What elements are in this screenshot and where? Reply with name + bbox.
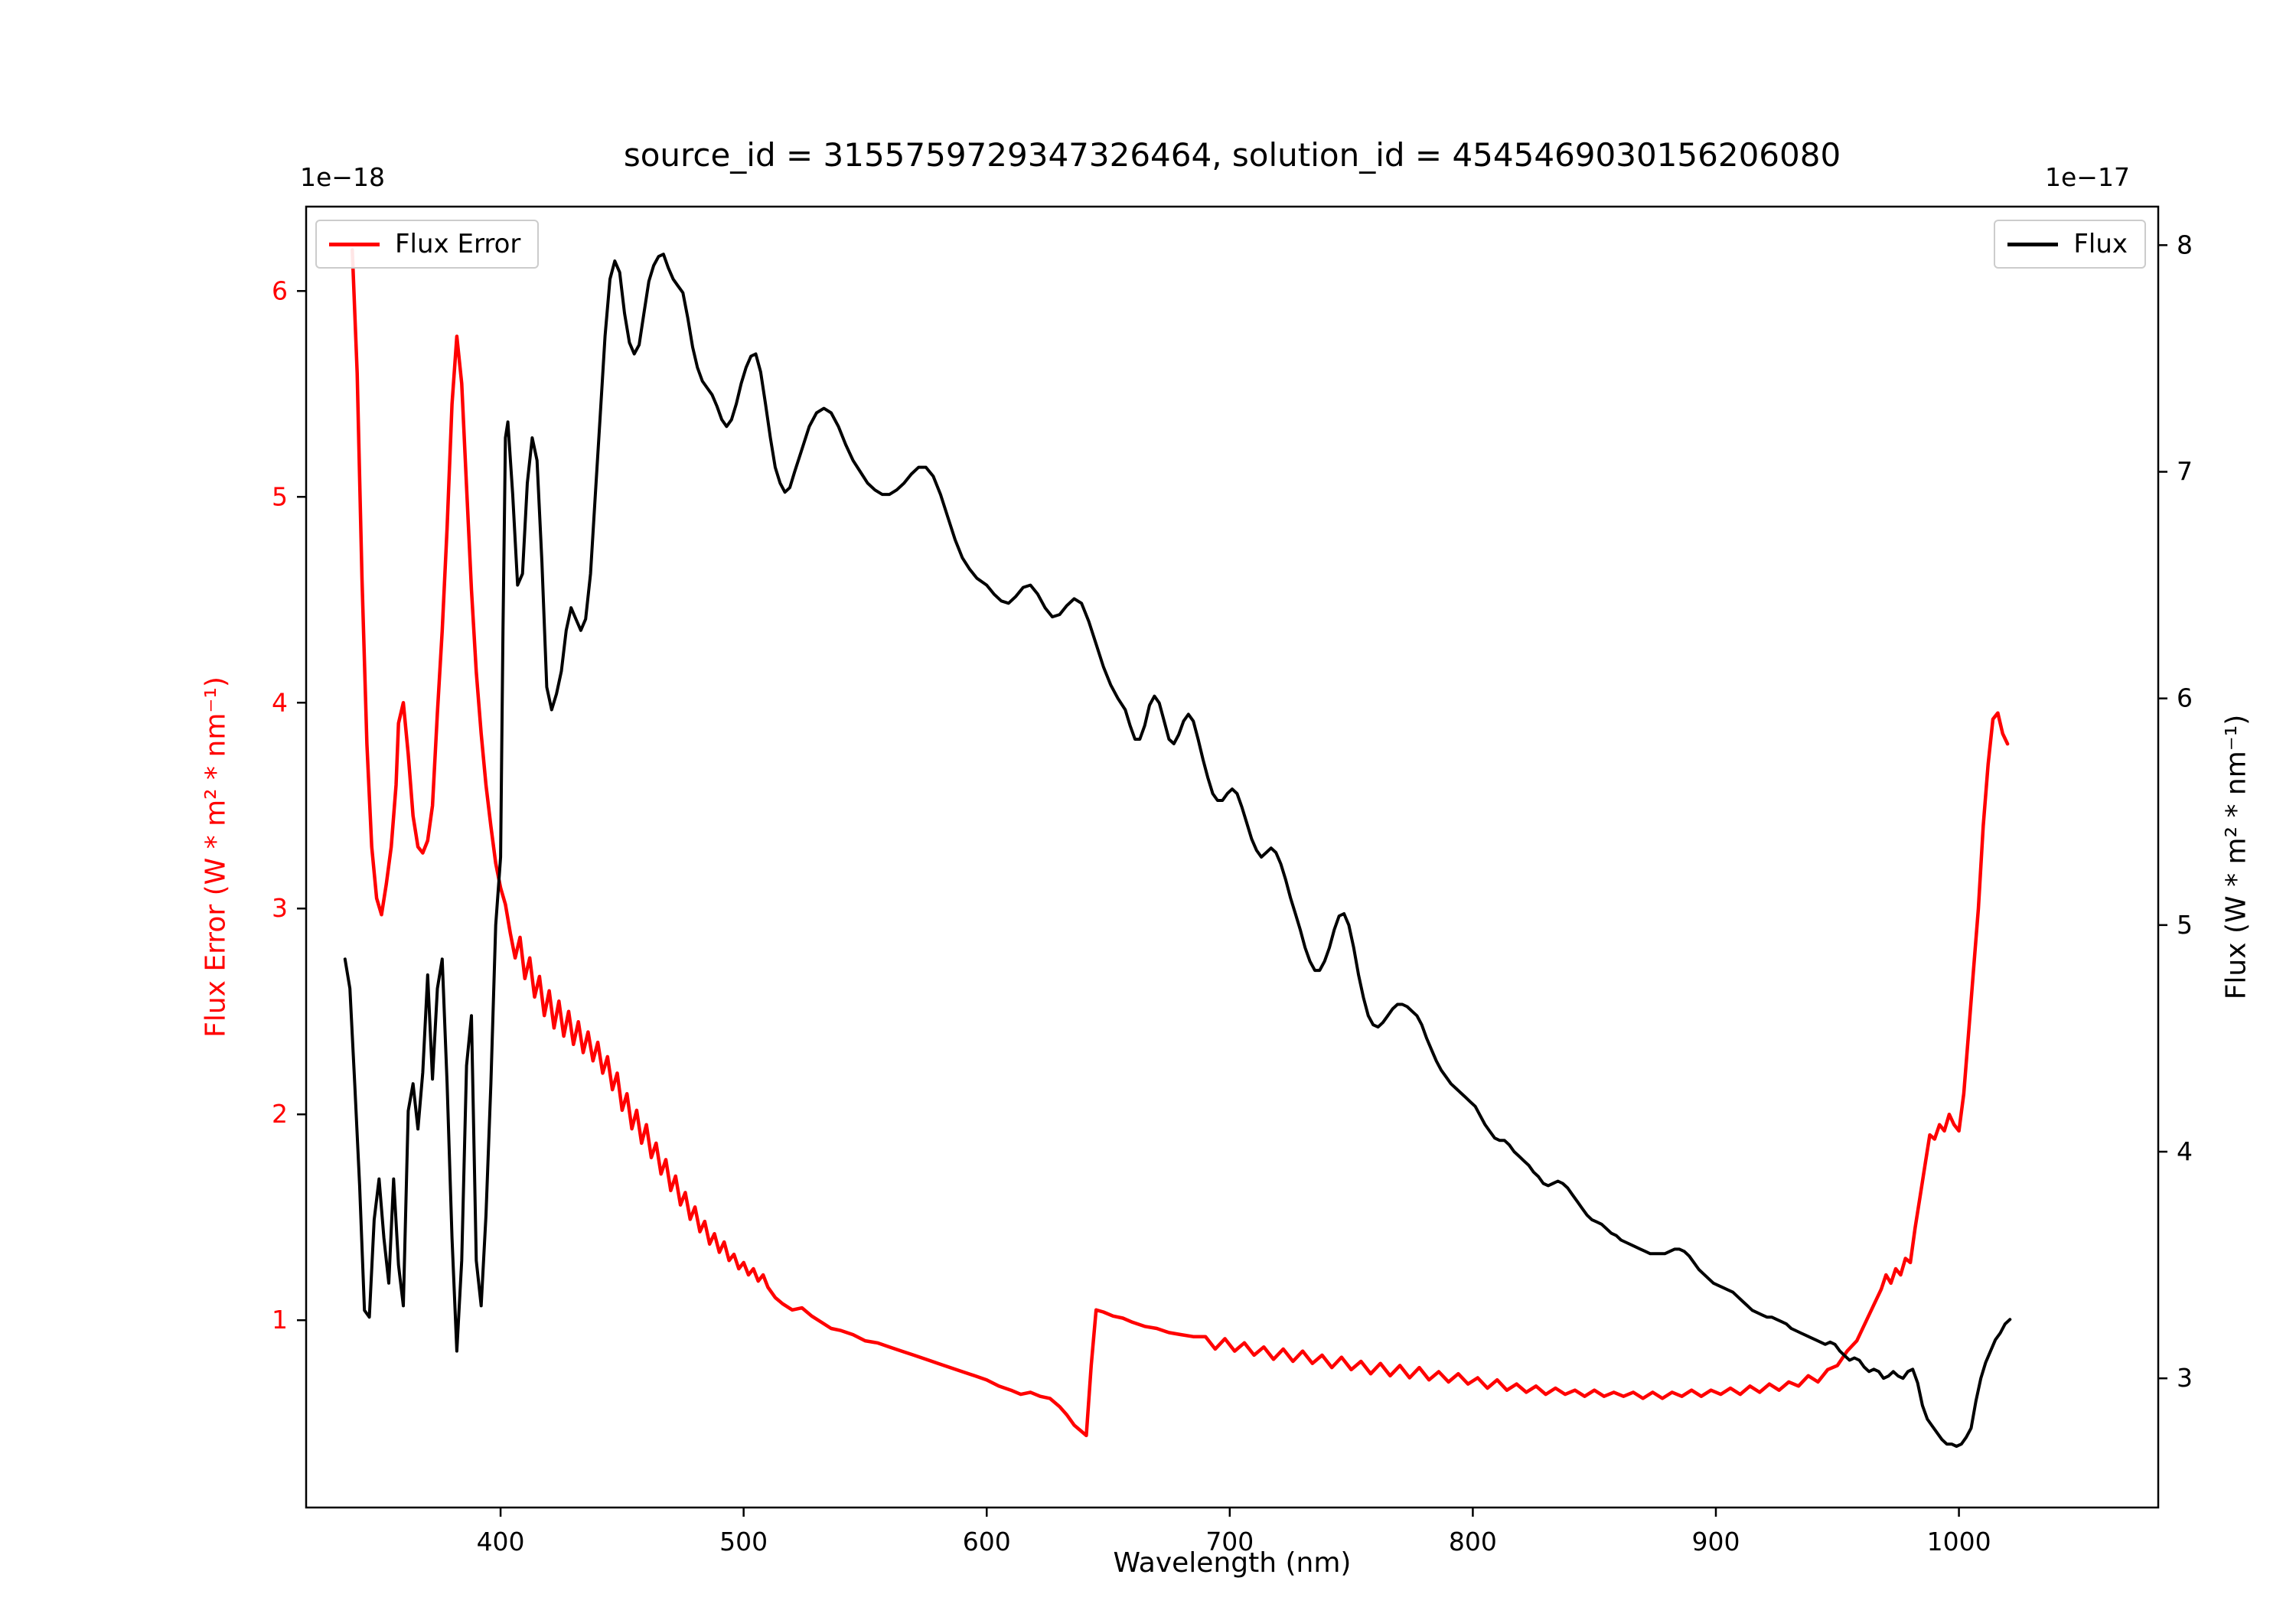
left-y-tick-label: 2 [272,1099,288,1129]
flux-error-line-sample-icon [329,242,380,246]
right-y-axis-label: Flux (W * m² * nm⁻¹) [2220,714,2252,1000]
left-y-tick-label: 3 [272,893,288,923]
legend-flux-error-label: Flux Error [395,229,521,259]
x-tick-label: 400 [477,1527,525,1556]
left-y-axis-label: Flux Error (W * m² * nm⁻¹) [200,676,232,1038]
left-y-tick-label: 5 [272,481,288,511]
right-axis-offset-text: 1e−17 [2045,162,2130,192]
left-y-tick-label: 1 [272,1305,288,1335]
legend-flux-label: Flux [2073,229,2128,259]
right-y-tick-label: 6 [2177,683,2193,713]
chart-title: source_id = 3155759729347326464, solutio… [623,136,1841,174]
right-y-tick-label: 3 [2177,1363,2193,1393]
x-tick-label: 600 [963,1527,1011,1556]
x-tick-label: 900 [1691,1527,1740,1556]
x-tick-label: 700 [1205,1527,1254,1556]
left-axis-offset-text: 1e−18 [300,162,385,192]
flux-line-sample-icon [2007,242,2059,246]
x-axis-label: Wavelength (nm) [1113,1547,1352,1579]
plot-border [305,205,2160,1509]
x-tick-label: 500 [719,1527,768,1556]
series-line-flux-error [351,248,2010,1438]
left-y-tick-label: 6 [272,275,288,305]
x-tick-label: 1000 [1927,1527,1991,1556]
right-y-tick-label: 5 [2177,910,2193,940]
legend-flux-error: Flux Error [315,220,540,269]
left-y-tick-label: 4 [272,687,288,717]
right-y-tick-label: 4 [2177,1136,2193,1166]
right-y-tick-label: 8 [2177,230,2193,259]
legend-flux: Flux [1994,220,2146,269]
right-y-tick-label: 7 [2177,457,2193,487]
x-tick-label: 800 [1449,1527,1497,1556]
series-line-flux [343,253,2012,1448]
